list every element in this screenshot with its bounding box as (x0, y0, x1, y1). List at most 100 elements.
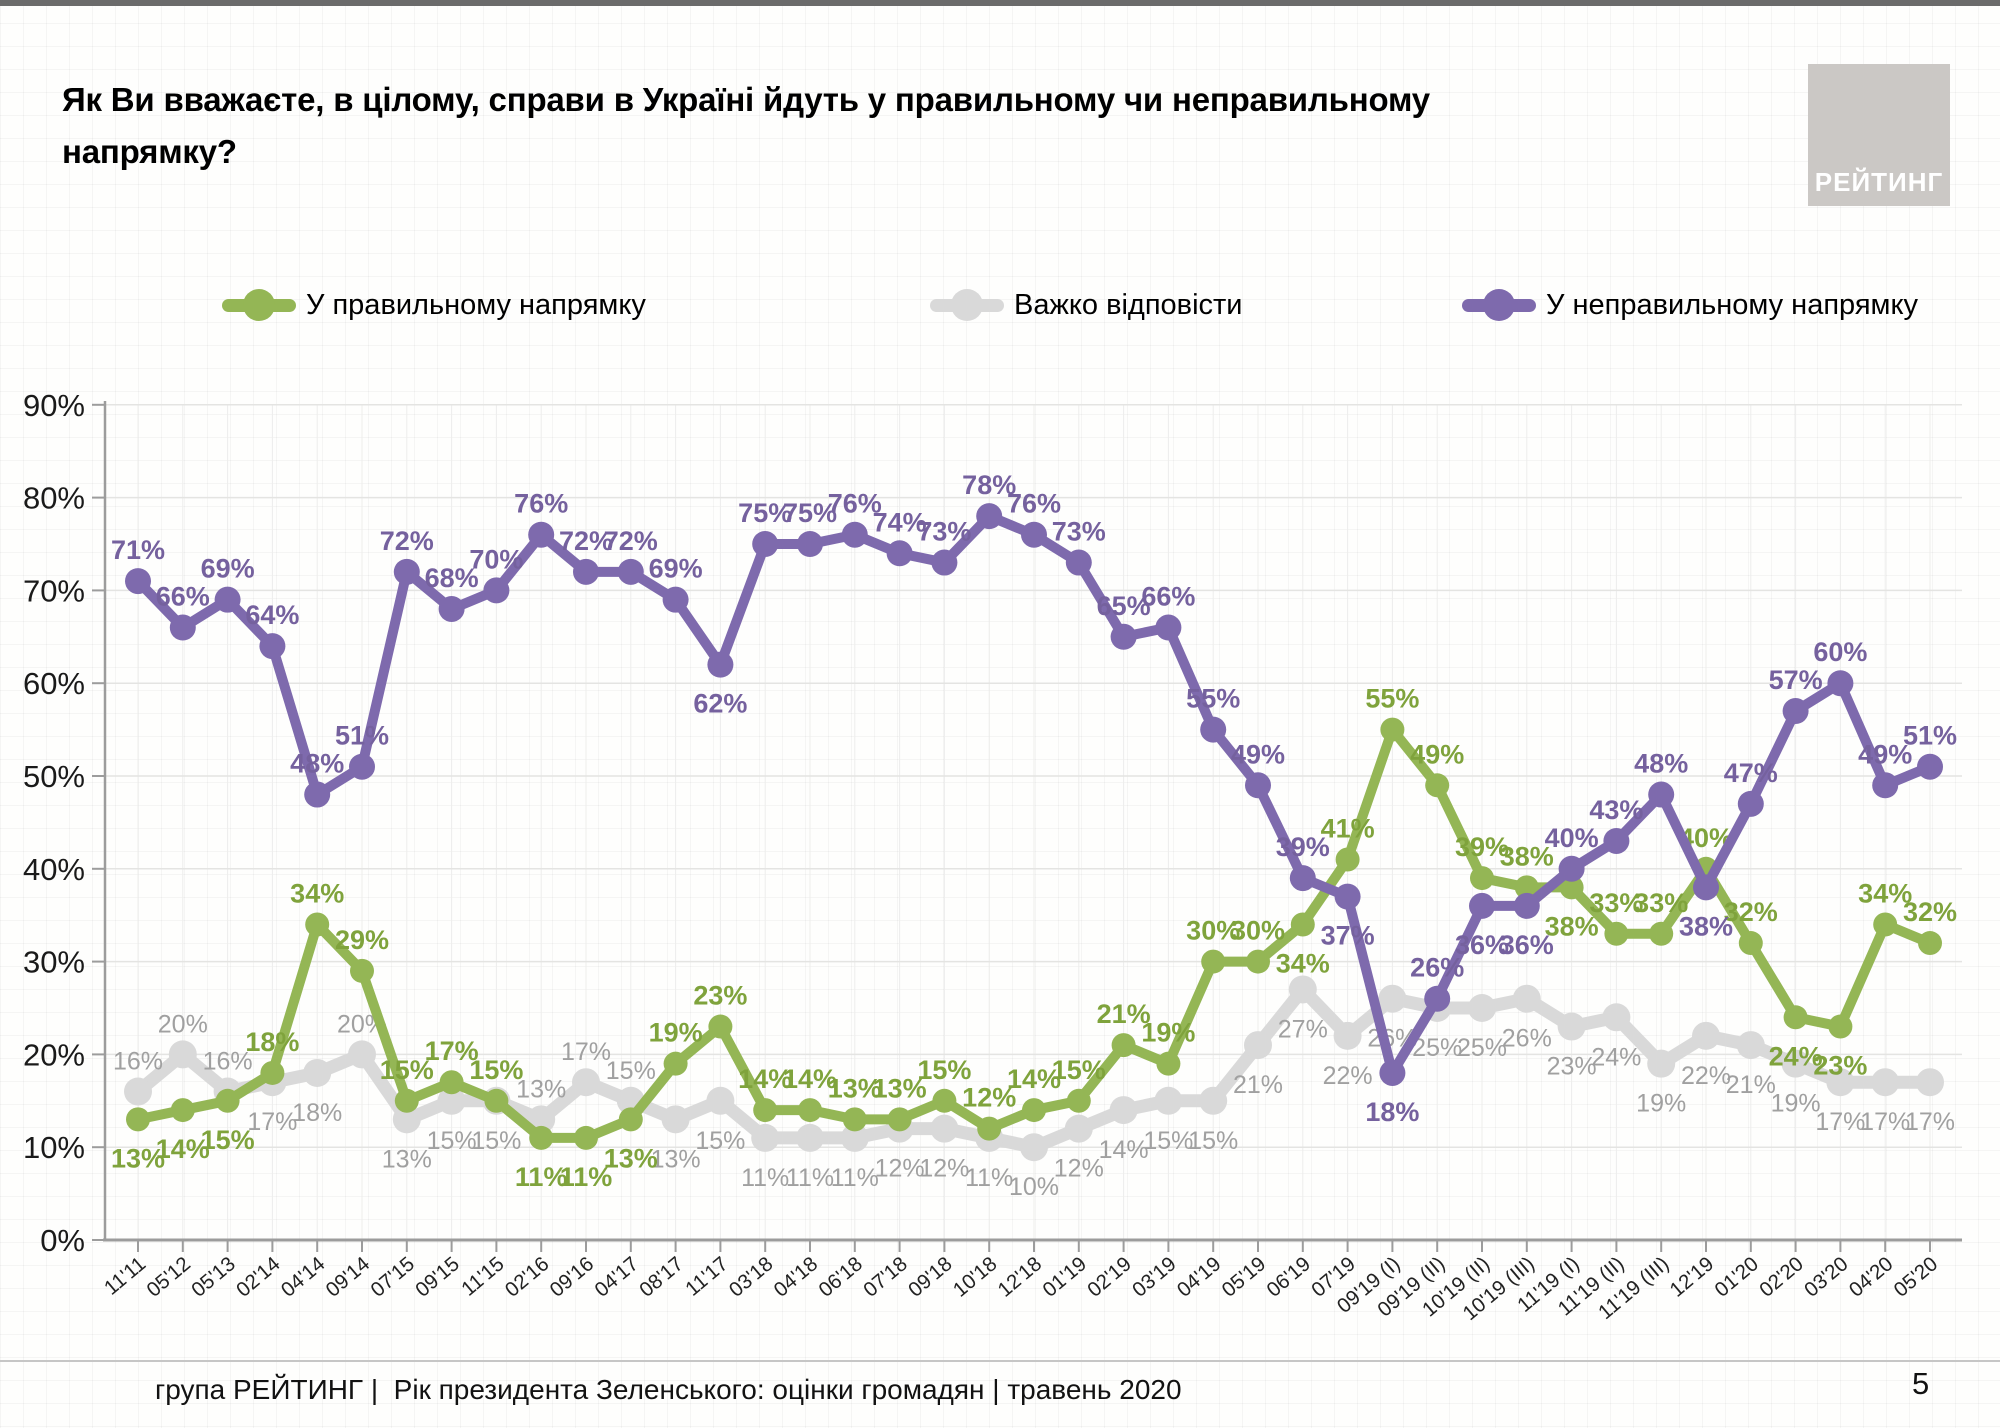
legend-label: У неправильному напрямку (1546, 288, 1918, 321)
x-axis-tick-label: 02'14 (232, 1252, 285, 1301)
data-point-label: 30% (1231, 916, 1285, 946)
data-point-label: 66% (1141, 582, 1195, 612)
data-point (797, 531, 823, 557)
data-point (1648, 781, 1675, 808)
footer-divider (0, 1360, 2000, 1362)
data-point-label: 14% (738, 1064, 792, 1094)
data-point-label: 49% (1858, 739, 1912, 769)
rating-logo: РЕЙТИНГ (1808, 64, 1950, 206)
data-point-label: 17% (247, 1108, 297, 1136)
data-point-label: 49% (1231, 739, 1285, 769)
data-point-label: 19% (1771, 1090, 1821, 1118)
data-point (977, 1116, 1002, 1141)
data-point (930, 1114, 959, 1143)
data-point-label: 37% (1321, 921, 1375, 951)
data-point-label: 29% (335, 925, 389, 955)
data-point-label: 11% (786, 1164, 834, 1192)
data-point (259, 633, 286, 660)
data-point-label: 34% (290, 878, 344, 908)
x-axis-tick-label: 09'14 (321, 1252, 374, 1301)
data-point (1156, 1051, 1181, 1076)
data-point-label: 76% (828, 489, 882, 519)
data-point (1290, 912, 1315, 937)
x-axis-tick-label: 04'19 (1173, 1252, 1226, 1301)
y-axis-tick-label: 90% (23, 388, 85, 423)
x-axis-tick-label: 09'18 (904, 1252, 957, 1301)
data-point-label: 39% (1455, 832, 1509, 862)
data-point (840, 1123, 869, 1152)
data-point (169, 614, 196, 641)
data-point (1289, 865, 1316, 892)
data-point-label: 30% (1186, 916, 1240, 946)
data-point (1333, 1021, 1362, 1050)
data-point-label: 19% (649, 1018, 703, 1048)
data-point-label: 55% (1365, 684, 1419, 714)
data-point-label: 19% (1141, 1018, 1195, 1048)
data-point-label: 13% (828, 1073, 882, 1103)
data-point-label: 72% (604, 526, 658, 556)
data-point (1647, 1049, 1676, 1078)
line-marker-icon (1462, 286, 1536, 324)
data-point-label: 51% (335, 721, 389, 751)
x-axis-tick-label: 07'18 (859, 1252, 912, 1301)
data-point-label: 41% (1321, 814, 1375, 844)
data-point-label: 26% (1502, 1025, 1552, 1053)
data-point (1783, 1005, 1808, 1030)
data-point (661, 1105, 690, 1134)
data-point-label: 17% (1905, 1108, 1955, 1136)
data-point (215, 1088, 240, 1113)
x-axis-tick-label: 05'20 (1889, 1252, 1942, 1301)
y-axis-tick-label: 40% (23, 852, 85, 887)
x-axis-tick-label: 06'19 (1262, 1252, 1315, 1301)
data-point-label: 10% (1009, 1173, 1059, 1201)
data-point (931, 549, 958, 576)
data-point (168, 1040, 197, 1069)
data-point-label: 12% (875, 1155, 925, 1183)
data-point-label: 21% (1233, 1071, 1283, 1099)
data-point (260, 1060, 285, 1085)
data-point-label: 18% (1365, 1097, 1419, 1127)
x-axis-tick-label: 01'19 (1038, 1252, 1091, 1301)
data-point (124, 1077, 152, 1106)
data-point (617, 558, 644, 585)
data-point (1604, 921, 1629, 946)
data-point-label: 13% (111, 1143, 165, 1173)
x-axis-tick-label: 09'16 (545, 1252, 598, 1301)
data-point-label: 14% (1007, 1064, 1061, 1094)
data-point (1872, 772, 1899, 799)
data-point (663, 1051, 688, 1076)
data-point (1334, 883, 1361, 910)
data-point (303, 1058, 332, 1087)
data-point (1558, 855, 1585, 882)
data-point-label: 14% (1099, 1136, 1149, 1164)
legend-item-hard-to-say: Важко відповісти (930, 283, 1243, 327)
data-point (1513, 892, 1540, 919)
data-point (1155, 614, 1182, 641)
data-point-label: 15% (1188, 1127, 1238, 1155)
x-axis-tick-label: 07'15 (366, 1252, 419, 1301)
data-point (1064, 1114, 1093, 1143)
top-edge-bar (0, 0, 2000, 6)
data-point-label: 22% (1681, 1062, 1731, 1090)
data-point (1828, 1014, 1853, 1039)
data-point-label: 23% (1813, 1051, 1867, 1081)
data-point (1110, 623, 1137, 650)
data-point-label: 40% (1545, 823, 1599, 853)
x-axis-tick-label: 02'16 (501, 1252, 554, 1301)
x-axis-tick-label: 06'18 (814, 1252, 867, 1301)
data-point (751, 1123, 780, 1152)
data-point-label: 74% (873, 507, 927, 537)
data-point-label: 73% (917, 517, 971, 547)
data-point (438, 595, 465, 622)
x-axis-tick-label: 09'15 (411, 1252, 464, 1301)
data-point-label: 15% (471, 1127, 521, 1155)
data-point (1065, 549, 1092, 576)
data-point-label: 57% (1769, 665, 1823, 695)
data-point (1199, 1086, 1228, 1115)
footer-text: група РЕЙТИНГ | Рік президента Зеленсько… (155, 1374, 1182, 1405)
data-point (1335, 847, 1360, 872)
data-point-label: 15% (917, 1055, 971, 1085)
data-point (887, 1107, 912, 1132)
data-point-label: 49% (1410, 739, 1464, 769)
data-point-label: 64% (245, 600, 299, 630)
